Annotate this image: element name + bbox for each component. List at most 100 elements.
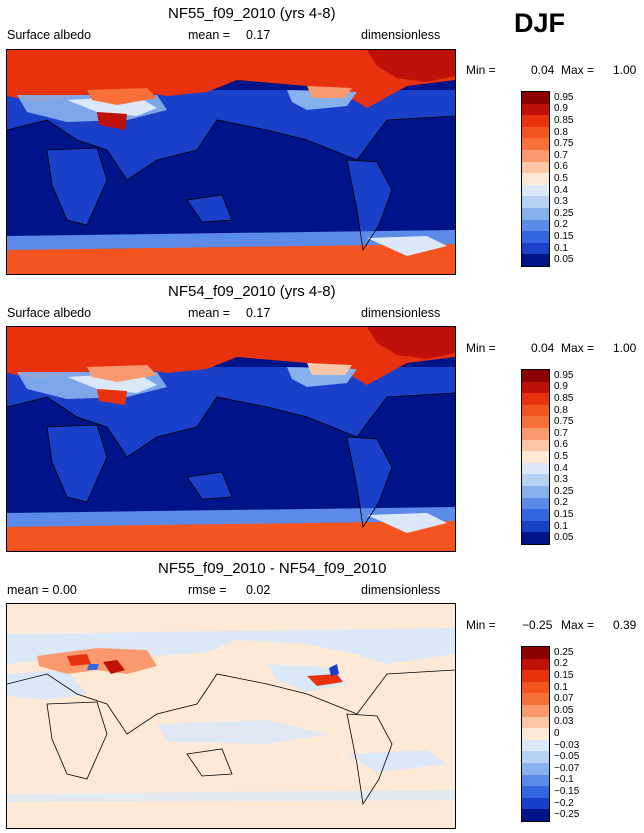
colorbar-tick-label: 0.1 [554, 242, 568, 254]
panel1-min-value: 0.04 [531, 63, 555, 77]
panel3-min-label: Min = [466, 618, 496, 632]
colorbar-tick-label: 0.85 [554, 393, 574, 404]
colorbar-swatch [522, 404, 549, 417]
south-america [347, 160, 392, 250]
colorbar-swatch [522, 451, 549, 464]
panel2-mean-label: mean = [188, 306, 231, 320]
panel2-units: dimensionless [361, 306, 441, 320]
colorbar-swatch [522, 428, 549, 441]
colorbar-tick-label: 0.9 [554, 381, 568, 393]
colorbar-swatch [522, 647, 549, 660]
panel3-rmse-label: rmse = [188, 583, 227, 597]
colorbar-swatch [522, 439, 549, 452]
panel1-mean-value: 0.17 [246, 28, 271, 42]
colorbar-swatch [522, 462, 549, 475]
colorbar-swatch [522, 658, 549, 671]
colorbar-swatch [522, 497, 549, 510]
colorbar-swatch [522, 728, 549, 741]
panel2-colorbar: 0.95 0.9 0.85 0.8 0.75 0.7 0.6 0.5 0.4 0.3 0.25 0.2… [521, 369, 573, 545]
colorbar-tick-label: 0.15 [554, 509, 574, 520]
colorbar-tick-label: 0.25 [554, 485, 574, 497]
colorbar-swatch [522, 774, 549, 787]
colorbar-swatch [522, 509, 549, 522]
panel3-colorbar: 0.25 0.2 0.15 0.1 0.07 0.05 0.03 0 −0.03 −0.05 −0.… [521, 646, 579, 822]
colorbar-tick-label: 0.95 [554, 369, 574, 381]
colorbar-tick-label: 0.2 [554, 497, 568, 509]
colorbar-swatch [522, 184, 549, 197]
colorbar-tick-label: −0.2 [554, 797, 574, 809]
colorbar-tick-label: 0.75 [554, 138, 574, 150]
colorbar-swatch [522, 809, 549, 822]
colorbar-tick-label: 0.8 [554, 126, 568, 138]
colorbar-tick-label: 0.1 [554, 520, 568, 532]
colorbar-tick-label: 0.5 [554, 451, 568, 462]
colorbar-swatch [522, 219, 549, 232]
colorbar-swatch [522, 474, 549, 487]
panel3-max-label: Max = [561, 618, 595, 632]
colorbar-swatch [522, 763, 549, 776]
colorbar-tick-label: −0.1 [554, 774, 574, 786]
colorbar-swatch [522, 126, 549, 139]
colorbar-swatch [522, 242, 549, 255]
colorbar-tick-label: 0.85 [554, 115, 574, 126]
colorbar-swatch [522, 138, 549, 151]
colorbar-tick-label: 0.8 [554, 404, 568, 416]
panel3-max-value: 0.39 [613, 618, 637, 632]
colorbar-swatch [522, 381, 549, 394]
colorbar-swatch [522, 693, 549, 706]
colorbar-tick-label: 0.95 [554, 91, 574, 103]
colorbar-tick-label: 0.25 [554, 646, 574, 658]
colorbar-tick-label: 0.25 [554, 207, 574, 219]
season-label: DJF [514, 8, 566, 38]
panel2-max-label: Max = [561, 341, 595, 355]
panel1-map [6, 49, 456, 275]
panel3-mean: mean = 0.00 [7, 583, 77, 597]
colorbar-tick-label: 0.4 [554, 184, 568, 196]
panel1-units: dimensionless [361, 28, 441, 42]
colorbar-swatch [522, 416, 549, 429]
colorbar-tick-label: −0.15 [554, 786, 580, 797]
panel2-variable: Surface albedo [7, 306, 92, 320]
colorbar-swatch [522, 520, 549, 533]
colorbar-tick-label: 0.05 [554, 704, 574, 716]
colorbar-tick-label: 0.05 [554, 254, 574, 266]
colorbar-swatch [522, 370, 549, 383]
colorbar-swatch [522, 716, 549, 729]
colorbar-tick-label: 0.1 [554, 681, 568, 693]
colorbar-swatch [522, 196, 549, 209]
colorbar-tick-label: 0.2 [554, 658, 568, 670]
colorbar-swatch [522, 231, 549, 244]
colorbar-swatch [522, 786, 549, 799]
panel2-min-value: 0.04 [531, 341, 555, 355]
panel3-rmse-value: 0.02 [246, 583, 271, 597]
colorbar-tick-label: −0.03 [554, 739, 580, 751]
colorbar-swatch [522, 739, 549, 752]
colorbar-swatch [522, 705, 549, 718]
panel3-min-value: −0.25 [522, 618, 553, 632]
colorbar-tick-label: 0.5 [554, 173, 568, 184]
colorbar-swatch [522, 150, 549, 163]
colorbar-swatch [522, 103, 549, 116]
panel3-units: dimensionless [361, 583, 441, 597]
panel1-colorbar: 0.95 0.9 0.85 0.8 0.75 0.7 0.6 0.5 0.4 0.3 0.25 0.2… [521, 91, 573, 267]
australia [187, 195, 232, 222]
panel2-mean-value: 0.17 [246, 306, 271, 320]
colorbar-swatch [522, 173, 549, 186]
colorbar-swatch [522, 161, 549, 174]
panel1-min-label: Min = [466, 63, 496, 77]
colorbar-swatch [522, 532, 549, 545]
colorbar-tick-label: 0.15 [554, 231, 574, 242]
colorbar-tick-label: 0.15 [554, 670, 574, 681]
panel2-map [6, 326, 456, 552]
panel1-max-label: Max = [561, 63, 595, 77]
colorbar-tick-label: 0.75 [554, 416, 574, 428]
colorbar-swatch [522, 681, 549, 694]
colorbar-tick-label: 0.6 [554, 439, 568, 451]
panel1-mean-label: mean = [188, 28, 231, 42]
panel2-min-label: Min = [466, 341, 496, 355]
colorbar-tick-label: 0.7 [554, 149, 568, 161]
colorbar-tick-label: 0.6 [554, 161, 568, 173]
colorbar-tick-label: 0.7 [554, 427, 568, 439]
colorbar-tick-label: 0.03 [554, 716, 574, 728]
colorbar-swatch [522, 208, 549, 221]
